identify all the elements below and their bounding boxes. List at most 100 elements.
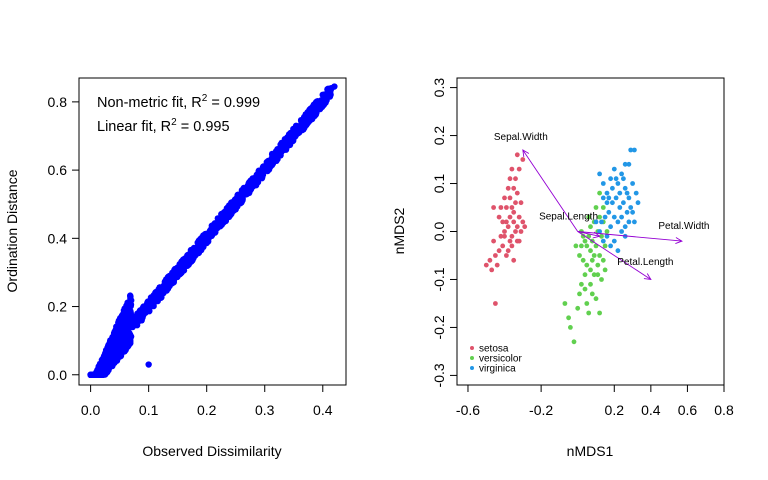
data-point-versicolor (602, 267, 608, 273)
data-point-virginica (613, 195, 619, 201)
data-point (127, 332, 134, 339)
data-point-versicolor (579, 243, 584, 249)
data-point (157, 294, 164, 301)
data-point-versicolor (600, 257, 606, 263)
data-point-virginica (626, 219, 632, 225)
data-point (111, 359, 118, 366)
data-point-virginica (611, 238, 617, 244)
data-point-virginica (606, 195, 612, 201)
data-point-setosa (491, 205, 496, 210)
data-point-virginica (602, 214, 608, 220)
data-point-versicolor (588, 248, 593, 254)
x-tick-label: 0.8 (714, 402, 734, 418)
data-point-setosa (500, 243, 506, 249)
data-point (116, 327, 123, 335)
data-point-virginica (624, 209, 630, 215)
data-point-setosa (504, 205, 509, 210)
y-tick-label: 0.1 (431, 174, 447, 194)
data-point (90, 371, 97, 378)
vector-label: Petal.Width (658, 221, 709, 232)
data-point-virginica (600, 238, 606, 244)
data-point-virginica (619, 229, 624, 234)
data-point-setosa (518, 229, 524, 234)
data-point-virginica (633, 190, 639, 196)
data-point (110, 338, 117, 345)
data-point-versicolor (597, 190, 602, 196)
legend-swatch (470, 346, 474, 350)
y-axis-label: Ordination Distance (4, 169, 20, 292)
data-point-virginica (604, 233, 610, 239)
data-point (157, 288, 165, 296)
data-point-setosa (494, 262, 500, 268)
data-point-virginica (619, 214, 624, 220)
data-point-virginica (613, 176, 619, 182)
data-point (137, 311, 145, 318)
data-point-virginica (604, 200, 610, 206)
data-point-setosa (514, 190, 520, 196)
data-point-virginica (611, 214, 617, 220)
x-axis: 0.0 0.1 0.2 0.3 0.4 (81, 384, 333, 418)
data-point-setosa (504, 253, 509, 258)
data-point-virginica (617, 190, 623, 196)
data-point-versicolor (584, 262, 590, 268)
data-point (320, 98, 327, 105)
data-point (192, 250, 200, 257)
nmds-ordination-plot: Sepal.Width Sepal.Length Petal.Width Petal.… (391, 77, 734, 459)
data-point-versicolor (562, 301, 568, 306)
vector-arrowhead (522, 149, 530, 157)
x-axis-label: nMDS1 (567, 443, 614, 459)
y-tick-label: 0.4 (48, 230, 68, 246)
data-point (202, 237, 209, 244)
shepard-plot: 0.0 0.1 0.2 0.3 0.4 0.0 0.2 0.4 0.6 0.8 Non-metr… (4, 77, 347, 459)
data-point-setosa (516, 166, 522, 172)
y-tick-label: 0.3 (431, 78, 447, 98)
data-point-versicolor (586, 310, 592, 316)
data-point-setosa (514, 152, 520, 158)
data-point (253, 173, 260, 180)
y-tick-label: -0.2 (431, 315, 447, 339)
data-point-versicolor (591, 253, 597, 258)
data-point-virginica (624, 190, 630, 196)
data-point-virginica (626, 195, 632, 201)
data-point-virginica (611, 166, 617, 172)
vector-arrow (577, 231, 600, 237)
data-point-virginica (622, 224, 628, 230)
vector-arrow (522, 149, 579, 232)
x-tick-label: 0.6 (678, 402, 698, 418)
data-point (161, 278, 168, 286)
x-tick-label: 0.4 (641, 402, 661, 418)
data-point (331, 83, 338, 90)
data-point-virginica (626, 161, 632, 167)
data-point-setosa (513, 176, 518, 182)
data-point-setosa (511, 219, 517, 225)
x-tick-label: 0.2 (197, 402, 217, 418)
data-point-versicolor (575, 305, 581, 311)
data-point (304, 118, 311, 126)
data-point (273, 157, 280, 164)
y-tick-label: -0.3 (431, 363, 447, 387)
legend-label: setosa (479, 344, 509, 355)
data-point-virginica (610, 200, 615, 206)
data-point-virginica (610, 185, 615, 191)
data-point (275, 150, 282, 158)
data-point-virginica (600, 195, 606, 201)
y-tick-label: 0.6 (48, 162, 68, 178)
x-axis-label: Observed Dissimilarity (142, 443, 281, 459)
data-point-virginica (593, 219, 599, 225)
y-tick-label: 0.2 (48, 299, 68, 315)
data-point-versicolor (582, 272, 588, 278)
data-point (221, 212, 229, 219)
data-point-virginica (630, 209, 635, 215)
x-tick-label: 0.0 (81, 402, 101, 418)
data-point-virginica (606, 209, 612, 215)
data-point-setosa (505, 224, 511, 230)
data-point (169, 276, 176, 283)
data-point-virginica (619, 171, 624, 177)
data-point-virginica (604, 190, 610, 196)
data-point-versicolor (584, 301, 590, 306)
data-point-virginica (635, 200, 641, 206)
data-point (97, 360, 104, 368)
data-point-versicolor (588, 224, 593, 230)
data-point (244, 182, 252, 189)
